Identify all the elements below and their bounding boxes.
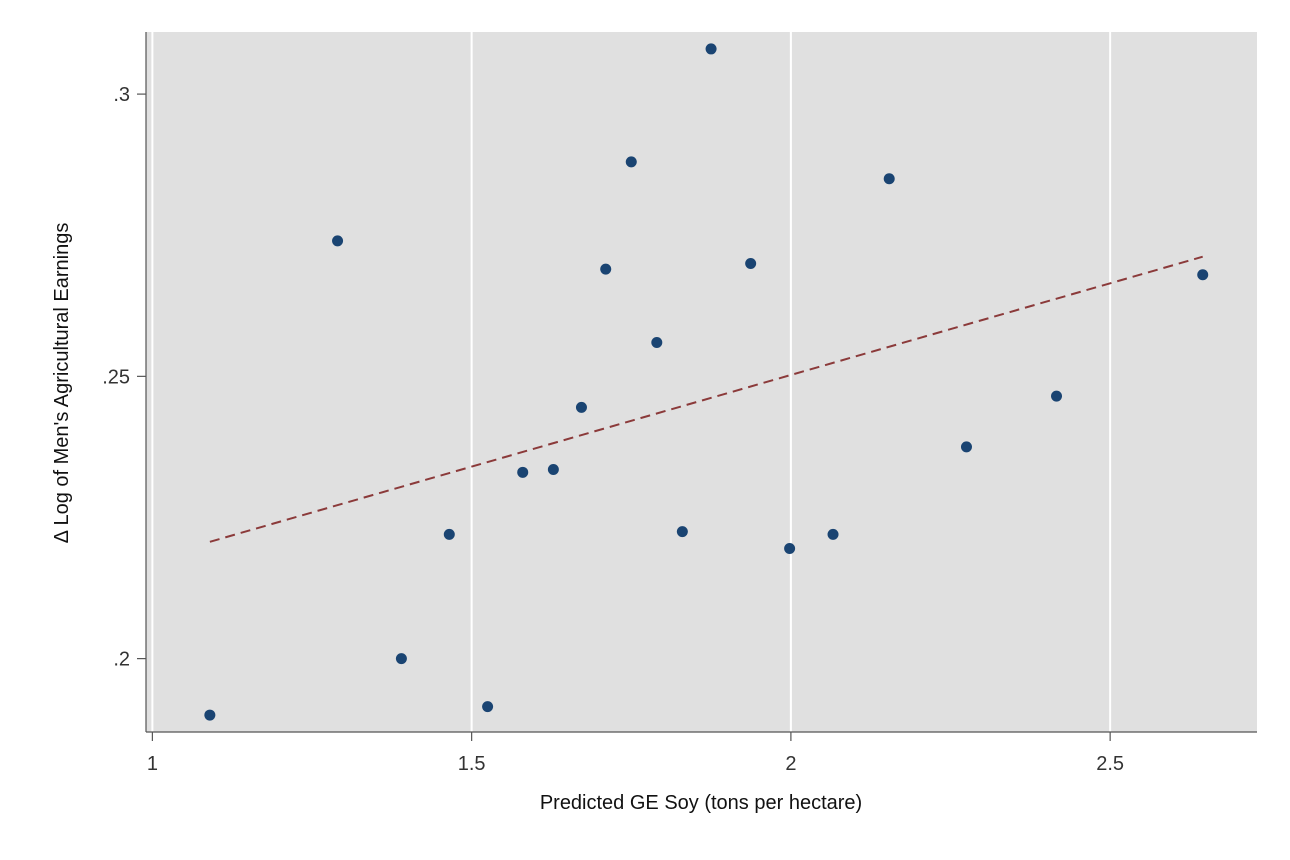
data-point <box>676 526 688 538</box>
y-tick-label: .3 <box>113 84 130 106</box>
axes: 1 1.5 2 2.5 .2 .25 .3 <box>102 32 1257 775</box>
data-point <box>575 401 587 413</box>
data-point <box>600 263 612 275</box>
y-tick-label: .2 <box>113 649 130 671</box>
plot-background <box>146 32 1257 732</box>
x-tick-label: 1 <box>147 753 158 775</box>
x-tick-label: 2.5 <box>1096 753 1124 775</box>
grid-lines <box>151 32 1112 732</box>
data-point <box>827 528 839 540</box>
y-axis-title: Δ Log of Men's Agricultural Earnings <box>51 223 73 544</box>
x-axis-title: Predicted GE Soy (tons per hectare) <box>540 792 862 814</box>
data-point <box>960 441 972 453</box>
data-point <box>443 528 455 540</box>
scatter-points <box>204 43 1209 721</box>
data-point <box>651 336 663 348</box>
data-point <box>547 464 559 475</box>
x-tick-label: 2 <box>785 753 796 775</box>
data-point <box>625 156 637 168</box>
y-tick-label: .25 <box>102 366 130 388</box>
data-point <box>784 543 796 555</box>
x-tick-label: 1.5 <box>458 753 486 775</box>
data-point <box>745 257 757 269</box>
data-point <box>482 701 494 713</box>
data-point <box>883 173 895 185</box>
fit-line <box>209 255 1203 543</box>
fit-line-layer <box>209 255 1203 543</box>
data-point <box>204 709 216 721</box>
data-point <box>395 653 407 665</box>
data-point <box>705 43 717 55</box>
data-point <box>1197 269 1209 281</box>
data-point <box>517 466 529 478</box>
data-point <box>332 235 344 247</box>
data-point <box>1051 390 1063 402</box>
